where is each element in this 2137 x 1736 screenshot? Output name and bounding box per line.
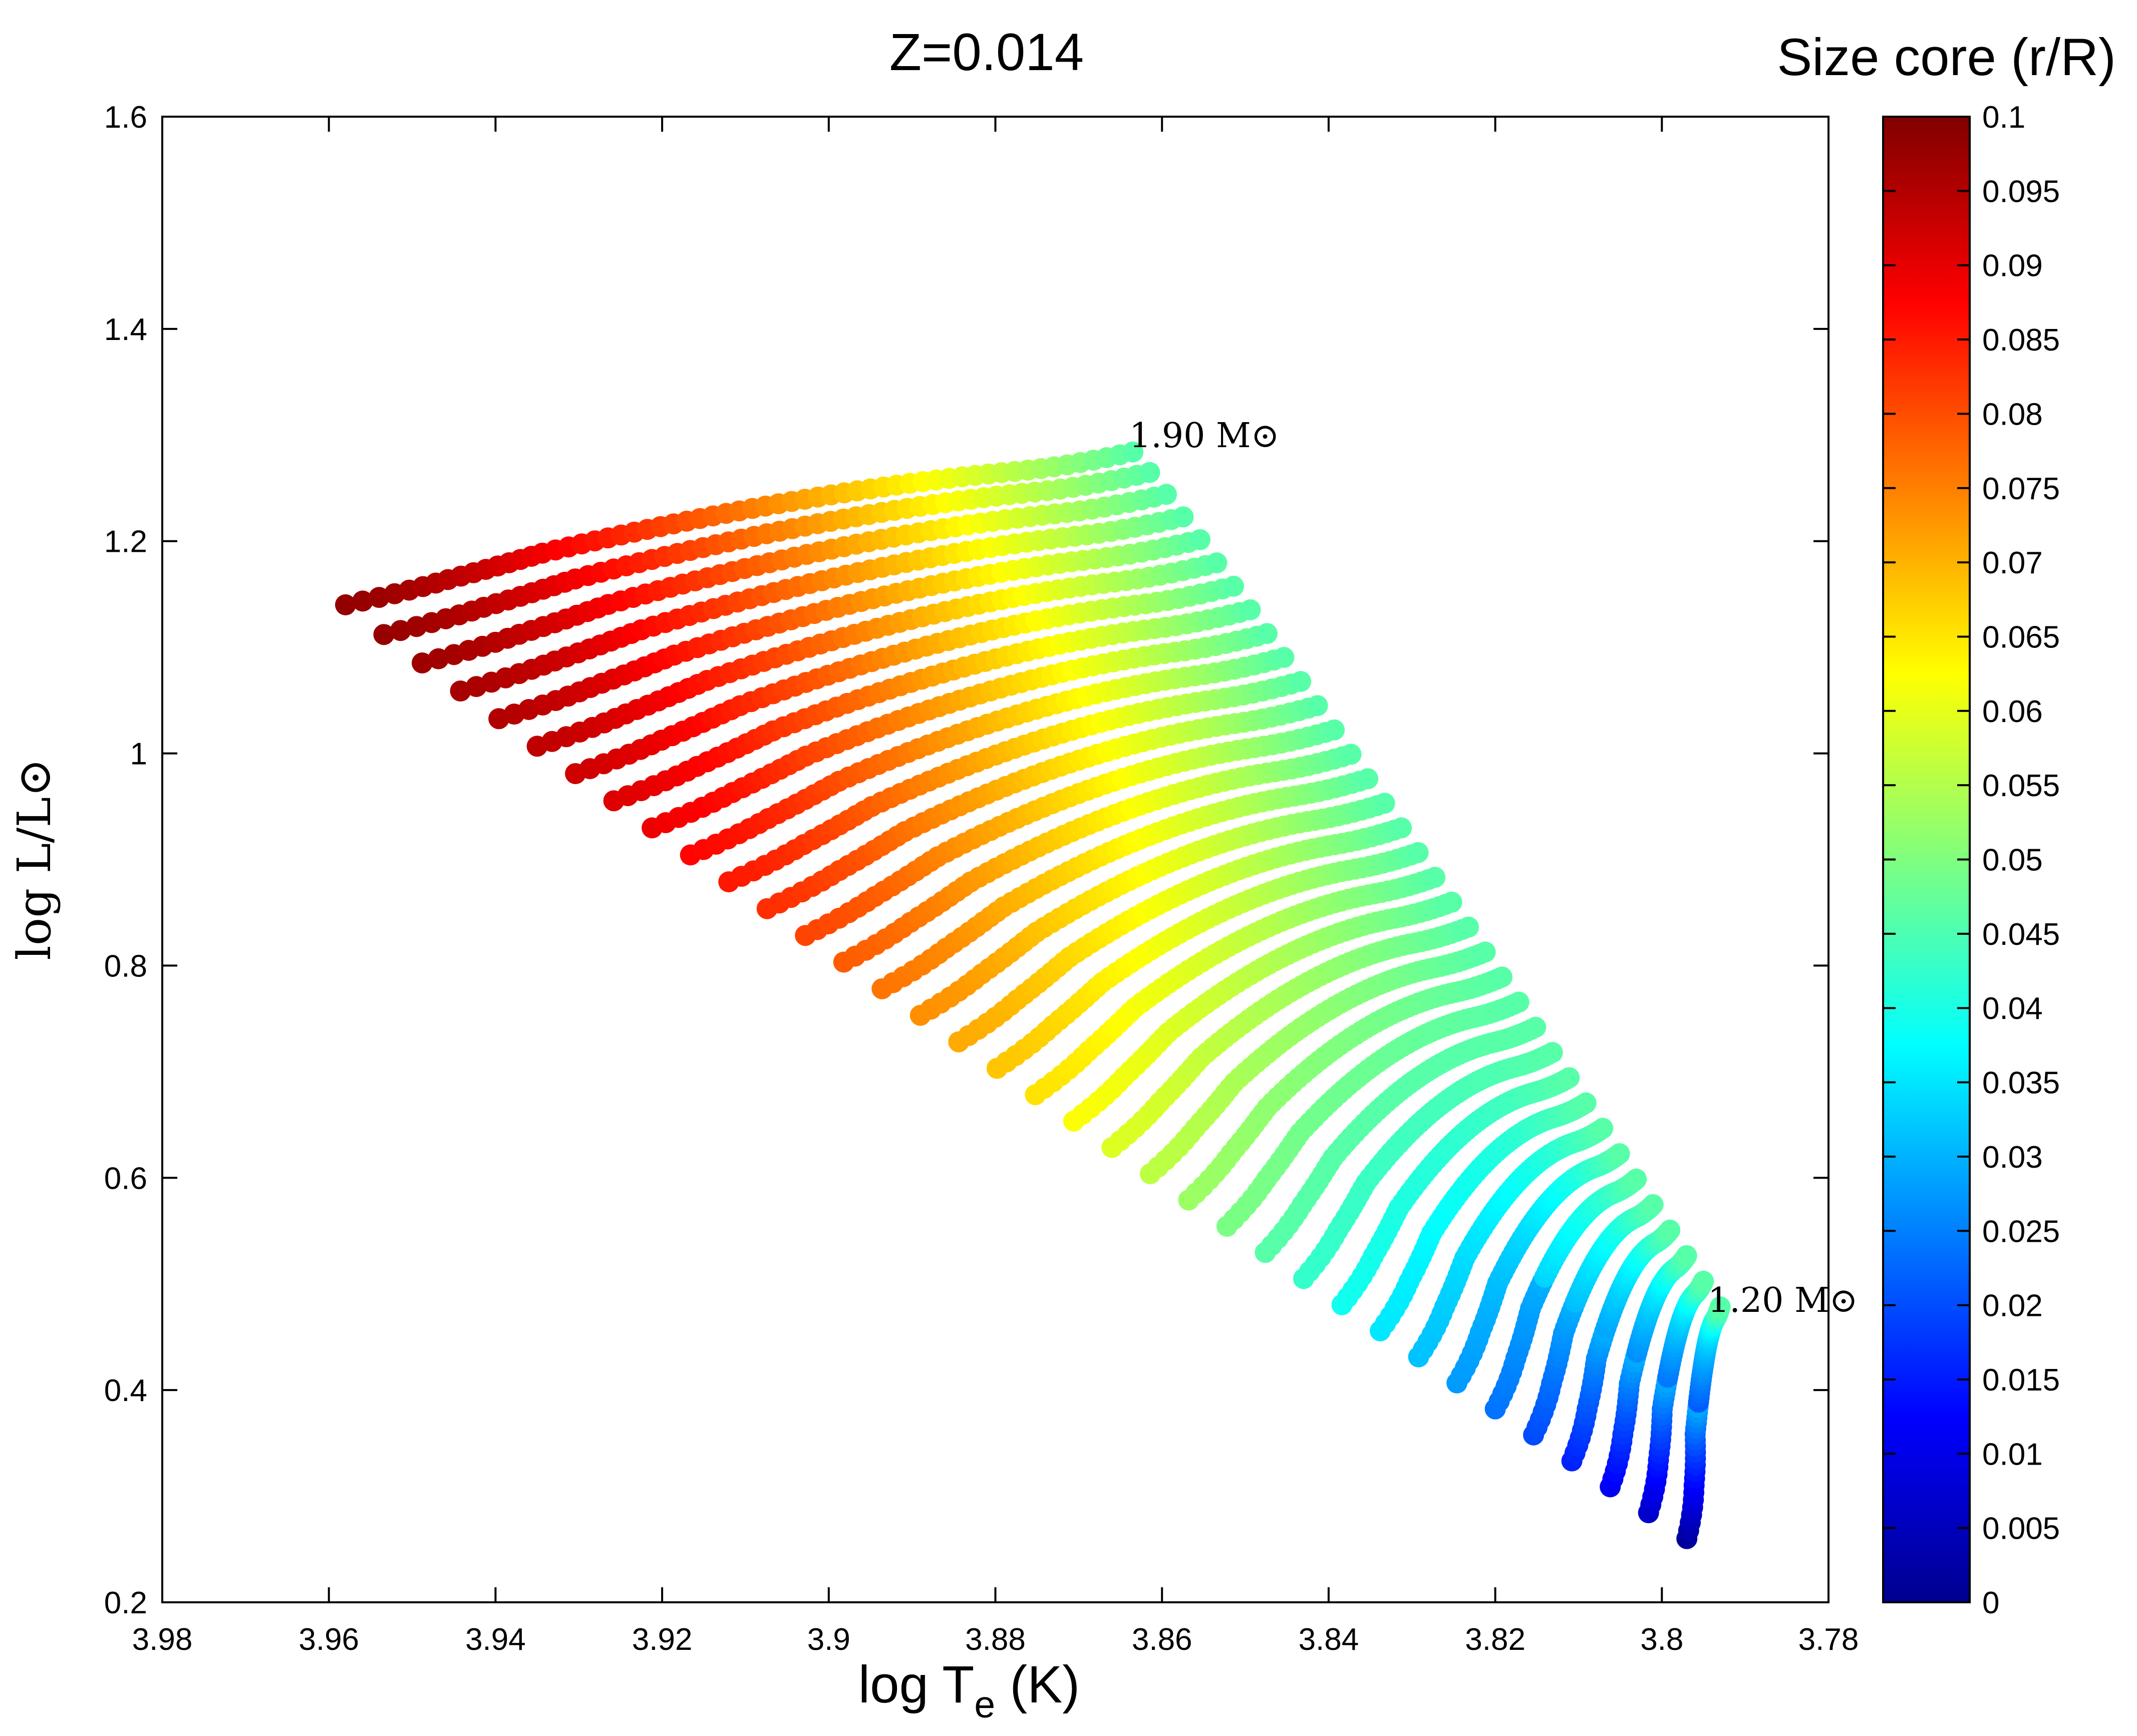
colorbar-tick-label: 0.095 xyxy=(1982,174,2060,209)
track-point xyxy=(335,594,356,615)
x-tick-label: 3.84 xyxy=(1299,1622,1359,1657)
colorbar-tick-label: 0.015 xyxy=(1982,1363,2060,1398)
track-point xyxy=(1172,506,1194,528)
colorbar-tick-label: 0.08 xyxy=(1982,397,2043,432)
track-point xyxy=(450,680,471,702)
track-point xyxy=(1525,1016,1547,1038)
colorbar-tick-label: 0.075 xyxy=(1982,472,2060,506)
track-point xyxy=(1139,462,1160,483)
colorbar-tick-label: 0 xyxy=(1982,1586,1999,1620)
track-point xyxy=(1592,1118,1614,1139)
x-tick-label: 3.78 xyxy=(1798,1622,1859,1657)
track-point xyxy=(1257,623,1278,644)
track-point xyxy=(412,652,433,673)
track-point xyxy=(1307,695,1328,717)
x-axis-title: log Te (K) xyxy=(858,1655,1080,1725)
track-point xyxy=(390,620,411,641)
track-point xyxy=(373,624,395,645)
colorbar-tick-label: 0.01 xyxy=(1982,1437,2043,1472)
colorbar-tick-label: 0.065 xyxy=(1982,620,2060,654)
colorbar-tick-label: 0.09 xyxy=(1982,249,2043,283)
x-tick-label: 3.86 xyxy=(1132,1622,1192,1657)
track-point xyxy=(1559,1067,1580,1089)
colorbar-tick-label: 0.085 xyxy=(1982,323,2060,358)
track-point xyxy=(1458,916,1479,938)
track-point xyxy=(1324,719,1345,741)
colorbar-tick-label: 0.07 xyxy=(1982,546,2043,580)
colorbar-tick-label: 0.025 xyxy=(1982,1214,2060,1249)
track-point xyxy=(1357,768,1379,790)
colorbar-tick-label: 0.1 xyxy=(1982,100,2025,135)
colorbar-tick-label: 0.04 xyxy=(1982,991,2043,1026)
y-tick-label: 1.2 xyxy=(104,525,147,559)
annotation-high-mass: 1.90 M⊙ xyxy=(1129,416,1280,456)
track-point xyxy=(1407,842,1429,863)
colorbar-tick-label: 0.03 xyxy=(1982,1140,2043,1175)
x-axis-title-main: log T xyxy=(858,1655,975,1714)
annotation-low-mass: 1.20 M⊙ xyxy=(1708,1281,1858,1320)
track-point xyxy=(1189,529,1210,550)
x-tick-label: 3.92 xyxy=(632,1622,693,1657)
y-tick-label: 1.6 xyxy=(104,100,147,135)
colorbar-tick-label: 0.005 xyxy=(1982,1512,2060,1546)
colorbar-ticks: 0 0.005 0.01 0.015 0.02 0.025 0.03 0.035 0.04 0.0… xyxy=(1883,100,2060,1620)
x-tick-label: 3.96 xyxy=(298,1622,359,1657)
colorbar-title: Size core (r/R) xyxy=(1777,28,2116,87)
x-tick-label: 3.82 xyxy=(1465,1622,1525,1657)
track-point xyxy=(1659,1219,1681,1241)
colorbar-tick-label: 0.05 xyxy=(1982,843,2043,878)
y-tick-label: 0.2 xyxy=(104,1586,147,1620)
x-axis-title-subscript: e xyxy=(974,1683,995,1725)
track-point xyxy=(1642,1194,1664,1215)
track-point xyxy=(1508,991,1530,1013)
track-point xyxy=(1156,484,1177,505)
y-tick-label: 1 xyxy=(130,737,147,772)
y-tick-label: 0.6 xyxy=(104,1161,147,1196)
data-points xyxy=(335,441,1731,1549)
x-axis-ticks: 3.98 3.96 3.94 3.92 3.9 3.88 3.86 3.84 3.82 3.8 3.… xyxy=(132,117,1859,1657)
y-tick-label: 0.4 xyxy=(104,1373,147,1408)
colorbar-tick-label: 0.02 xyxy=(1982,1289,2043,1323)
colorbar-tick-label: 0.045 xyxy=(1982,917,2060,952)
x-tick-label: 3.9 xyxy=(807,1622,850,1657)
track-point xyxy=(1374,793,1395,814)
track-point xyxy=(1206,552,1228,574)
track-point xyxy=(1626,1168,1647,1190)
track-point xyxy=(1391,817,1412,839)
track-point xyxy=(1693,1270,1714,1292)
track-point xyxy=(1676,1245,1697,1266)
track-point xyxy=(352,590,374,612)
track-point xyxy=(1424,867,1446,888)
chart-title: Z=0.014 xyxy=(889,23,1084,82)
x-tick-label: 3.88 xyxy=(965,1622,1026,1657)
x-tick-label: 3.98 xyxy=(132,1622,193,1657)
track-point xyxy=(1474,941,1496,963)
track-point xyxy=(1122,441,1143,463)
colorbar-tick-label: 0.06 xyxy=(1982,695,2043,729)
colorbar xyxy=(1882,116,1971,1603)
x-tick-label: 3.94 xyxy=(465,1622,526,1657)
track-point xyxy=(1575,1092,1597,1114)
track-point xyxy=(1609,1143,1630,1165)
x-axis-title-suffix: (K) xyxy=(995,1655,1080,1714)
y-axis-ticks: 0.2 0.4 0.6 0.8 1 1.2 1.4 1.6 xyxy=(104,100,1828,1620)
track-point xyxy=(1709,1296,1731,1317)
track-point xyxy=(1340,744,1362,765)
track-point xyxy=(1240,599,1261,620)
x-tick-label: 3.8 xyxy=(1640,1622,1683,1657)
colorbar-tick-label: 0.035 xyxy=(1982,1066,2060,1101)
y-tick-label: 0.8 xyxy=(104,949,147,983)
colorbar-tick-label: 0.055 xyxy=(1982,769,2060,803)
y-axis-title: log L/L⊙ xyxy=(8,758,61,960)
track-point xyxy=(1223,575,1244,597)
track-point xyxy=(1290,671,1312,692)
track-point xyxy=(1273,647,1295,668)
track-point xyxy=(1491,966,1513,988)
track-annotations: 1.90 M⊙ 1.20 M⊙ xyxy=(1129,416,1858,1320)
track-point xyxy=(1441,891,1462,913)
track-point xyxy=(1542,1041,1563,1063)
y-tick-label: 1.4 xyxy=(104,312,147,347)
